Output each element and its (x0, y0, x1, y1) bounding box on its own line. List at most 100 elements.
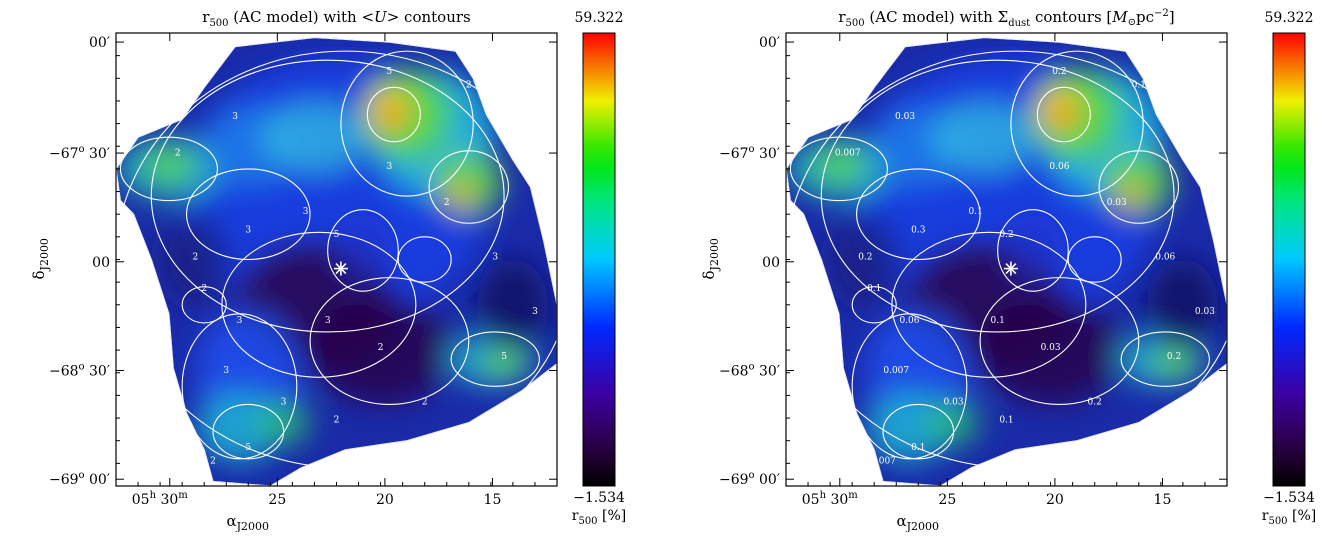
contour-label: 0.2 (1088, 397, 1102, 407)
contour-label: 0.03 (1107, 198, 1127, 208)
x-tick-label: 25 (938, 492, 956, 508)
contour (1067, 236, 1122, 283)
colorbar-axis-label: r500 [%] (1262, 508, 1316, 527)
chart-title: r500 (AC model) with Σdust contours [M⊙p… (838, 8, 1174, 29)
contour-label: 0.1 (867, 284, 881, 294)
contour (820, 59, 1175, 333)
contour-label: 5 (387, 67, 393, 77)
contour (212, 403, 285, 460)
x-axis-label: αJ2000 (897, 512, 940, 532)
x-tick-label: 20 (376, 492, 394, 508)
heat-blob (927, 399, 981, 446)
contour (856, 168, 981, 261)
right-chart: r500 (AC model) with Σdust contours [M⊙p… (700, 8, 1316, 533)
y-tick-label: −68o 30′ (49, 361, 110, 379)
x-tick-label: 25 (268, 492, 286, 508)
contour-label: 0.007 (835, 148, 861, 158)
contour (221, 231, 417, 378)
contour-outer (786, 37, 1227, 486)
heatmap-region: 0.007 0.03 0.2 0.1 0.06 0.03 0.1 0.2 0.3 0.2 0.1 0.… (786, 37, 1227, 486)
contour-label: 3 (532, 307, 538, 317)
contour-label: 5 (501, 352, 507, 362)
heat-blob (332, 214, 394, 287)
contour (181, 286, 227, 324)
y-tick-label: 00 (92, 255, 110, 271)
contour (327, 209, 399, 292)
heat-blob (477, 259, 549, 351)
contour (1036, 86, 1091, 143)
contour (340, 50, 474, 197)
contour (891, 231, 1087, 378)
contour-label: 3 (492, 253, 498, 263)
y-tick-label: −69o 00′ (49, 470, 110, 488)
contour (851, 313, 968, 460)
contour-label: 0.2 (1052, 67, 1066, 77)
contour (882, 403, 955, 460)
contour-label: 2 (175, 148, 181, 158)
star-marker (1003, 261, 1018, 276)
contour (1098, 150, 1180, 224)
contour-label: 2 (193, 253, 199, 263)
colorbar-max-label: 59.322 (575, 10, 624, 26)
contour (366, 86, 421, 143)
heat-blob (1116, 182, 1144, 210)
heatmap-region: 235232353223325233223352 (116, 37, 557, 486)
contour-label: 0.1 (999, 416, 1013, 426)
heat-blob (1147, 259, 1219, 351)
contour (186, 168, 311, 261)
heat-blob (446, 182, 474, 210)
contour (997, 209, 1069, 292)
x-tick-label: 15 (484, 492, 502, 508)
heat-blob (830, 214, 901, 305)
y-axis-label: δJ2000 (30, 238, 51, 279)
contour-label: 0.03 (1195, 307, 1215, 317)
contour-label: 0.06 (1049, 162, 1069, 172)
contour (789, 136, 888, 202)
heat-blob (482, 350, 527, 378)
heat-blob (160, 214, 231, 305)
y-tick-label: 00 (762, 255, 780, 271)
contour-label: 2 (466, 80, 472, 90)
y-tick-label: 00′ (759, 35, 780, 51)
heat-blob (1052, 103, 1075, 126)
y-tick-label: −69o 00′ (719, 470, 780, 488)
contour (150, 59, 505, 333)
heat-blob (257, 399, 311, 446)
left-chart: r500 (AC model) with <U> contours 2 3 5 2 3 2 3… (30, 8, 626, 533)
colorbar (582, 32, 616, 487)
contour-label: 0.1 (991, 316, 1005, 326)
heat-blob (310, 295, 452, 405)
contour-label: 0.1 (1132, 80, 1146, 90)
contour-label: 3 (232, 112, 238, 122)
x-axis-label: αJ2000 (227, 512, 270, 532)
contour-label: 0.007 (870, 456, 896, 466)
y-tick-label: 00′ (89, 35, 110, 51)
contour-label: 0.1 (911, 443, 925, 453)
contour-label: 0.03 (944, 397, 964, 407)
chart-title: r500 (AC model) with <U> contours (202, 8, 470, 29)
colorbar (1272, 32, 1306, 487)
contour (450, 331, 540, 387)
y-tick-label: −68o 30′ (719, 361, 780, 379)
contour-label: 3 (245, 225, 251, 235)
contour-label: 0.2 (1167, 352, 1181, 362)
left-panel: r500 (AC model) with <U> contours 2 3 5 2 3 2 3… (0, 0, 670, 533)
contour (119, 136, 218, 202)
y-axis-label: δJ2000 (700, 238, 721, 279)
heat-blob (382, 103, 405, 126)
contour-label: 2 (444, 198, 450, 208)
colorbar-max-label: 59.322 (1265, 10, 1314, 26)
colorbar-axis-label: r500 [%] (572, 508, 626, 527)
contour-label: 3 (237, 316, 243, 326)
contour-label: 0.03 (895, 112, 915, 122)
heat-blob (1002, 214, 1064, 287)
contour (181, 313, 298, 460)
contour-label: 3 (281, 397, 287, 407)
contour-label: 2 (422, 397, 428, 407)
contour-label: 5 (245, 443, 251, 453)
x-tick-label: 05h 30m (802, 490, 859, 508)
contour-label: 0.06 (899, 316, 919, 326)
contour-label: 2 (201, 284, 207, 294)
colorbar-min-label: −1.534 (1263, 490, 1315, 506)
y-tick-label: −67o 30′ (719, 144, 780, 162)
